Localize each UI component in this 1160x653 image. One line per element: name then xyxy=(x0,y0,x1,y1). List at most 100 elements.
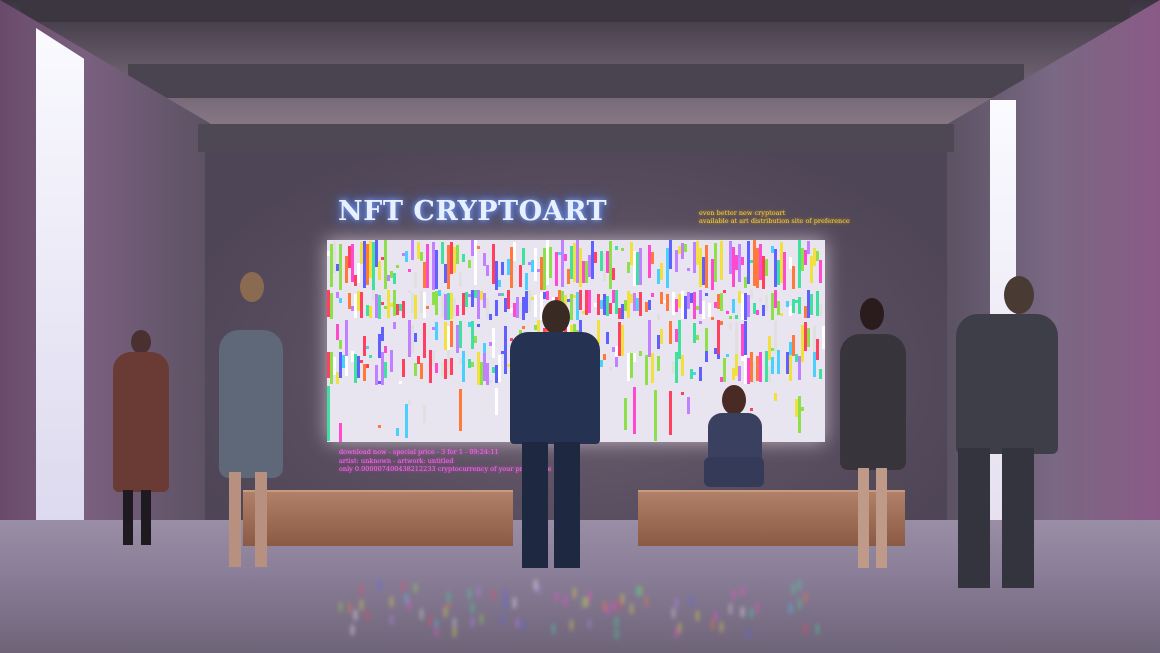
glitch-pixel xyxy=(753,303,756,314)
glitch-pixel xyxy=(705,351,708,362)
glitch-pixel xyxy=(804,322,807,351)
glitch-pixel xyxy=(747,241,750,284)
reflection-pixel xyxy=(636,586,639,596)
glitch-pixel xyxy=(681,291,684,319)
glitch-pixel xyxy=(420,363,423,379)
glitch-pixel xyxy=(327,251,330,256)
glitch-pixel xyxy=(750,408,753,411)
glitch-pixel xyxy=(585,290,588,315)
glitch-pixel xyxy=(432,351,435,367)
glitch-pixel xyxy=(471,321,474,349)
glitch-pixel xyxy=(813,352,816,377)
glitch-pixel xyxy=(519,303,522,319)
glitch-pixel xyxy=(330,352,333,384)
person-woman-black-dress xyxy=(836,298,908,574)
glitch-pixel xyxy=(699,321,702,324)
note-line: available at art distribution site of pr… xyxy=(699,217,850,225)
glitch-pixel xyxy=(735,354,738,376)
glitch-pixel xyxy=(345,320,348,357)
glitch-pixel xyxy=(645,302,648,312)
glitch-pixel xyxy=(606,332,609,344)
glitch-pixel xyxy=(339,244,342,290)
glitch-pixel xyxy=(480,291,483,300)
glitch-pixel xyxy=(765,351,768,382)
glitch-pixel xyxy=(528,290,531,312)
glitch-pixel xyxy=(660,329,663,344)
reflection-pixel xyxy=(720,622,723,632)
glitch-pixel xyxy=(552,297,555,301)
glitch-pixel xyxy=(432,327,435,330)
glitch-pixel xyxy=(459,389,462,431)
glitch-pixel xyxy=(471,240,474,256)
glitch-pixel xyxy=(627,262,630,273)
glitch-pixel xyxy=(480,362,483,385)
glitch-pixel xyxy=(474,336,477,343)
glitch-pixel xyxy=(570,246,573,279)
glitch-pixel xyxy=(477,246,480,249)
glitch-pixel xyxy=(624,398,627,430)
glitch-pixel xyxy=(759,352,762,382)
glitch-pixel xyxy=(615,346,618,357)
glitch-pixel xyxy=(396,428,399,436)
reflection-pixel xyxy=(429,616,432,626)
glitch-pixel xyxy=(801,325,804,356)
glitch-pixel xyxy=(750,260,753,263)
glitch-pixel xyxy=(375,294,378,318)
glitch-pixel xyxy=(498,293,501,296)
glitch-pixel xyxy=(798,356,801,380)
glitch-pixel xyxy=(330,293,333,319)
glitch-art-screen xyxy=(327,240,825,442)
glitch-pixel xyxy=(495,365,498,383)
reflection-pixel xyxy=(405,594,408,604)
reflection-pixel xyxy=(816,624,819,634)
glitch-pixel xyxy=(612,347,615,352)
glitch-pixel xyxy=(654,390,657,441)
glitch-pixel xyxy=(411,293,414,313)
reflection-pixel xyxy=(453,618,456,628)
glitch-pixel xyxy=(477,352,480,385)
glitch-pixel xyxy=(489,314,492,320)
reflection-pixel xyxy=(621,594,624,604)
glitch-pixel xyxy=(684,296,687,319)
glitch-pixel xyxy=(540,292,543,320)
glitch-pixel xyxy=(336,324,339,340)
glitch-pixel xyxy=(456,245,459,264)
glitch-pixel xyxy=(450,242,453,274)
glitch-pixel xyxy=(435,291,438,315)
glitch-pixel xyxy=(417,242,420,259)
reflection-pixel xyxy=(501,615,504,625)
reflection-pixel xyxy=(630,604,633,614)
glitch-pixel xyxy=(390,271,393,278)
glitch-pixel xyxy=(495,388,498,415)
glitch-pixel xyxy=(795,300,798,303)
glitch-pixel xyxy=(771,357,774,374)
reflection-pixel xyxy=(468,589,471,599)
glitch-pixel xyxy=(447,350,450,377)
glitch-pixel xyxy=(432,292,435,305)
glitch-pixel xyxy=(414,333,417,342)
reflection-pixel xyxy=(351,625,354,635)
reflection-pixel xyxy=(714,611,717,621)
glitch-pixel xyxy=(651,252,654,264)
reflection-pixel xyxy=(675,628,678,638)
glitch-pixel xyxy=(609,303,612,314)
glitch-pixel xyxy=(393,273,396,284)
glitch-pixel xyxy=(564,254,567,261)
glitch-pixel xyxy=(744,293,747,320)
glitch-pixel xyxy=(549,247,552,278)
glitch-pixel xyxy=(558,252,561,255)
glitch-pixel xyxy=(603,253,606,281)
glitch-pixel xyxy=(774,321,777,354)
exhibit-bottom-note: download now - special price - 3 for 1 -… xyxy=(339,448,552,474)
glitch-pixel xyxy=(603,354,606,360)
glitch-pixel xyxy=(639,248,642,285)
glitch-pixel xyxy=(363,336,366,356)
glitch-pixel xyxy=(720,241,723,280)
glitch-pixel xyxy=(336,292,339,298)
glitch-pixel xyxy=(615,357,618,367)
glitch-pixel xyxy=(810,294,813,315)
glitch-pixel xyxy=(798,396,801,433)
glitch-pixel xyxy=(414,295,417,319)
glitch-pixel xyxy=(816,291,819,316)
reflection-pixel xyxy=(804,593,807,603)
